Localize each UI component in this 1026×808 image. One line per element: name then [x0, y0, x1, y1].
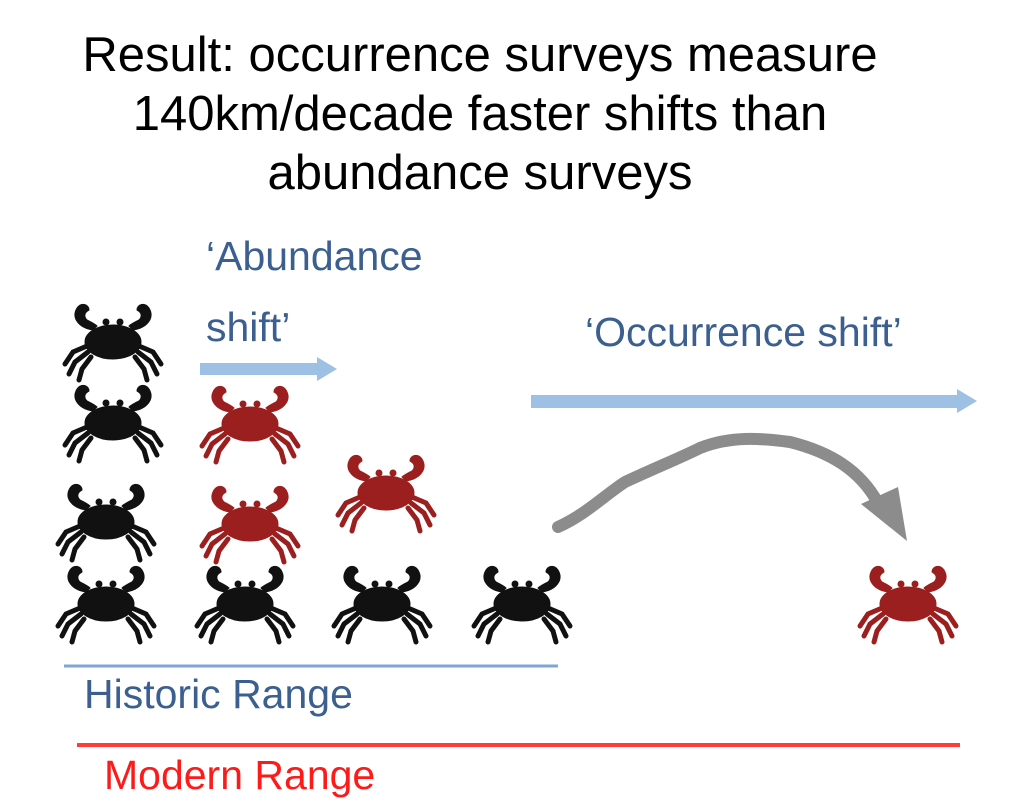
- abundance-shift-arrow: [200, 357, 337, 381]
- crab-icon: [58, 566, 154, 642]
- crab-icon: [58, 484, 154, 560]
- occurrence-shift-label: ‘Occurrence shift’: [585, 309, 902, 355]
- crab-icon: [65, 385, 161, 461]
- arrow-head: [317, 357, 337, 381]
- occurrence-shift-arrow: [531, 389, 977, 413]
- abundance-shift-label-line-1: ‘Abundance: [206, 233, 423, 279]
- crab-icon: [65, 304, 161, 380]
- curved-arrow-icon: [552, 432, 907, 541]
- crab-icon: [860, 566, 956, 642]
- slide-title: Result: occurrence surveys measure 140km…: [0, 26, 960, 203]
- crab-icon: [474, 566, 570, 642]
- crab-icon: [202, 486, 298, 562]
- crab-icon: [338, 455, 434, 531]
- modern-range-label: Modern Range: [104, 752, 376, 798]
- crab-icon: [197, 566, 293, 642]
- abundance-shift-label-line-2: shift’: [206, 304, 291, 350]
- arrow-head: [957, 389, 977, 413]
- historic-range-label: Historic Range: [84, 671, 353, 717]
- arrow-right-icon: [531, 395, 958, 408]
- title-line-1: Result: occurrence surveys measure: [82, 28, 878, 82]
- crab-icon: [334, 566, 430, 642]
- crab-icon: [202, 386, 298, 462]
- arrow-right-icon: [200, 363, 318, 375]
- title-line-2: 140km/decade faster shifts than: [132, 87, 828, 141]
- title-line-3: abundance surveys: [267, 146, 693, 200]
